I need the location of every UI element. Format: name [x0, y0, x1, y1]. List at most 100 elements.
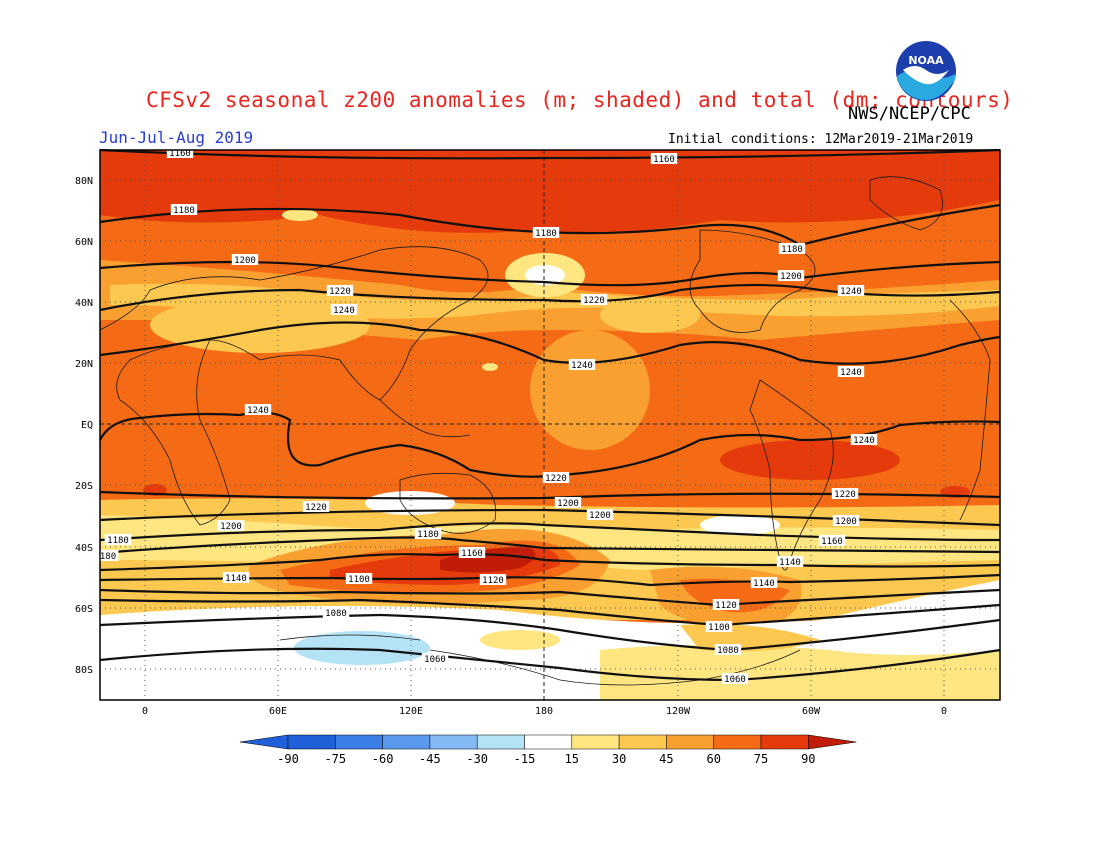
colorbar-tick-label: -15 [514, 752, 536, 766]
contour-label-bg [837, 366, 865, 377]
contour-label-bg [776, 556, 804, 567]
contour-label-bg [714, 644, 742, 655]
contour-label-bg [458, 547, 486, 558]
lon-label: 120W [666, 706, 691, 717]
contour-label-bg [330, 304, 358, 315]
contour-label: 1240 [840, 287, 862, 297]
contour-label: 1220 [834, 490, 856, 500]
contour-label-bg [222, 572, 250, 583]
contour-label: 1080 [717, 646, 739, 656]
contour-label: 1200 [589, 511, 611, 521]
contour-label-bg [721, 673, 749, 684]
contour-label: 1240 [840, 368, 862, 378]
contour-label-bg [345, 573, 373, 584]
colorbar-tick-label: 15 [565, 752, 579, 766]
contour-label: 1180 [107, 536, 129, 546]
colorbar-tick-label: -75 [324, 752, 346, 766]
lon-axis: 0 60E 120E 180 120W 60W 0 [142, 706, 947, 717]
contour-label-bg [832, 515, 860, 526]
lat-axis: 80N 60N 40N 20N EQ 20S 40S 60S 80S [75, 176, 93, 676]
contour-label: 1180 [173, 206, 195, 216]
colorbar: -90 -75 -60 -45 -30 -15 15 30 45 60 75 90 [239, 734, 857, 766]
contour-label-bg [580, 294, 608, 305]
contour-label: 1140 [779, 558, 801, 568]
contour-label: 1080 [325, 609, 347, 619]
contour-label-bg [542, 472, 570, 483]
contour-label: 1240 [571, 361, 593, 371]
contour-label: 1100 [348, 575, 370, 585]
colorbar-arrow-left [239, 734, 289, 750]
contour-label-bg [244, 404, 272, 415]
contour-label-bg [414, 528, 442, 539]
colorbar-swatch [524, 734, 573, 750]
lat-label: 60N [75, 237, 93, 248]
contour-label: 1160 [821, 537, 843, 547]
colorbar-tick-label: -30 [466, 752, 488, 766]
contour-label: 1220 [545, 474, 567, 484]
noaa-logo: NOAA [896, 41, 956, 101]
colorbar-swatch [571, 734, 620, 750]
colorbar-swatch [713, 734, 762, 750]
contour-label-bg [421, 653, 449, 664]
contour-label-bg [166, 147, 194, 158]
contour-label: 1160 [461, 549, 483, 559]
colorbar-tick-label: 45 [659, 752, 673, 766]
colorbar-tick-label: 60 [706, 752, 720, 766]
contour-label-bg [818, 535, 846, 546]
contour-label: 1200 [835, 517, 857, 527]
lon-label: 60E [269, 706, 287, 717]
page-title: CFSv2 seasonal z200 anomalies (m; shaded… [146, 88, 1014, 112]
contour-label-bg [750, 577, 778, 588]
contour-label: 1180 [417, 530, 439, 540]
colorbar-swatch [666, 734, 714, 750]
contour-label: 1140 [753, 579, 775, 589]
contour-label: 1120 [715, 601, 737, 611]
contour-label-bg [322, 607, 350, 618]
contour-label-bg [568, 359, 596, 370]
colorbar-swatch [382, 734, 431, 750]
contour-label-bg [831, 488, 859, 499]
graticule [100, 150, 1000, 700]
colorbar-swatch [618, 734, 667, 750]
contour-label: 1160 [169, 149, 191, 159]
contour-label-bg [532, 227, 560, 238]
colorbar-swatch [760, 734, 809, 750]
contour-label-bg [231, 254, 259, 265]
contour-label: 1060 [724, 675, 746, 685]
contour-label-bg [554, 497, 582, 508]
contour-label-bg [712, 599, 740, 610]
contour-label: 1100 [708, 623, 730, 633]
lon-label: 60W [802, 706, 821, 717]
lat-label: 20N [75, 359, 93, 370]
map-frame [99, 149, 1001, 701]
lat-label: 80N [75, 176, 93, 187]
contour-label: 1200 [557, 499, 579, 509]
contour-label-bg [302, 501, 330, 512]
contour-label: 1180 [781, 245, 803, 255]
lat-label: 60S [75, 604, 93, 615]
colorbar-swatch [287, 734, 336, 750]
contour-label-bg [104, 534, 132, 545]
contour-label: 1120 [482, 576, 504, 586]
colorbar-tick-label: 90 [801, 752, 815, 766]
colorbar-arrow-right [808, 734, 857, 750]
contour-label: 1220 [583, 296, 605, 306]
contour-label: 1240 [333, 306, 355, 316]
colorbar-tick-label: -45 [419, 752, 441, 766]
contour-label: 1200 [234, 256, 256, 266]
contour-label: 1200 [780, 272, 802, 282]
contour-label: 1220 [305, 503, 327, 513]
contour-label-bg [850, 434, 878, 445]
contour-label: 1240 [247, 406, 269, 416]
contour-label: 1180 [535, 229, 557, 239]
contour-label: 1220 [329, 287, 351, 297]
lon-label: 180 [535, 706, 553, 717]
contour-label-bg [586, 509, 614, 520]
lon-label: 0 [941, 706, 947, 717]
colorbar-tick-label: 30 [612, 752, 626, 766]
colorbar-swatch [335, 734, 383, 750]
contour-label: 1160 [653, 155, 675, 165]
lat-label: 40S [75, 543, 93, 554]
contour-label-bg [650, 153, 678, 164]
